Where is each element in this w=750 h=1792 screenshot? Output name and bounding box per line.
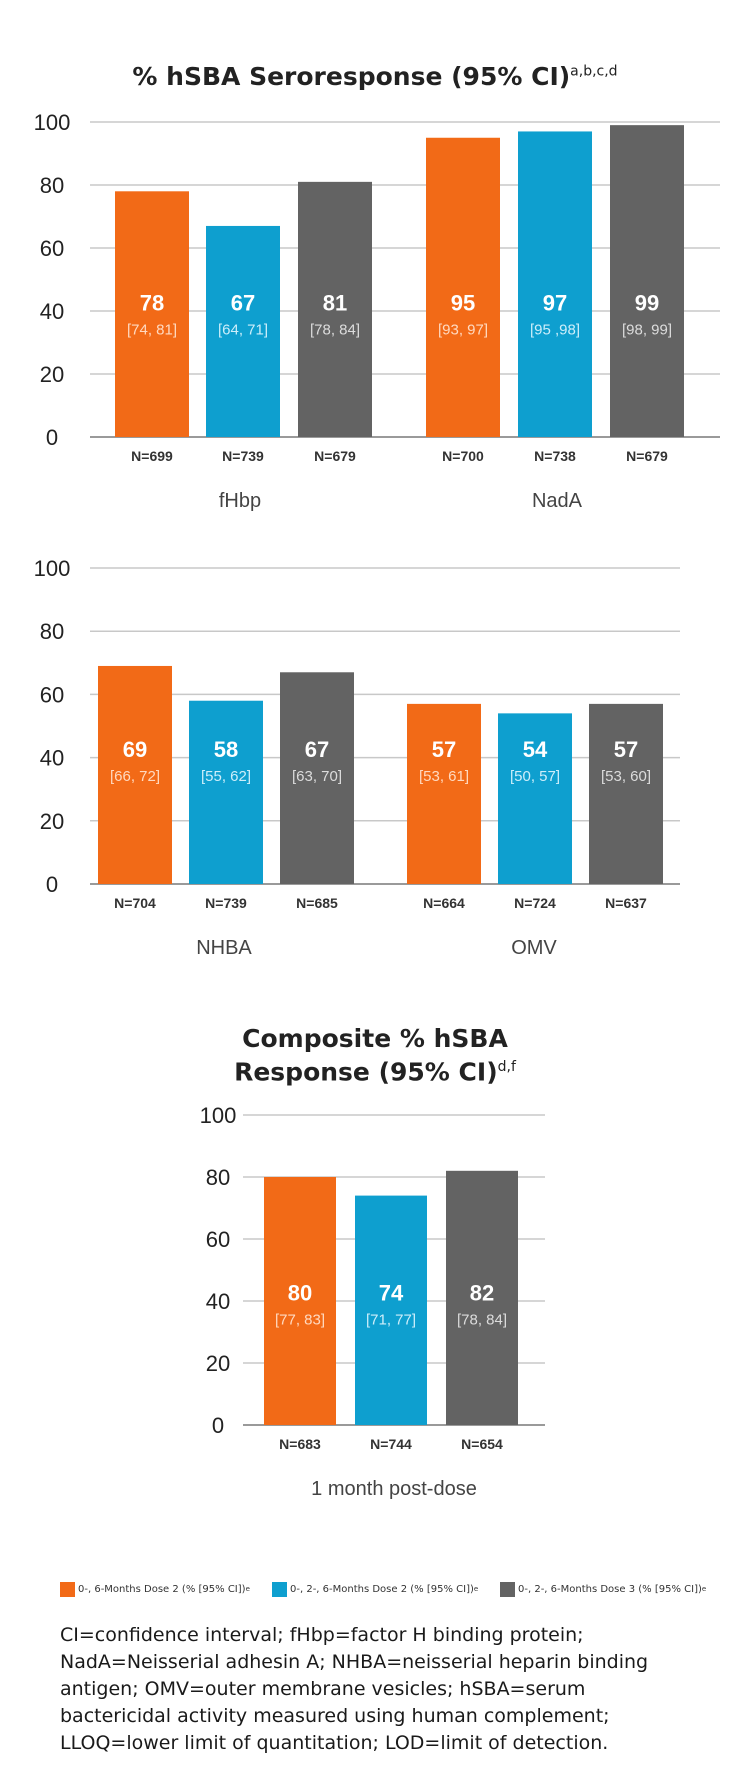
chart-3-title: Composite % hSBA Response (95% CI)d,f: [234, 1024, 516, 1087]
bar-value-label: 74: [379, 1280, 404, 1305]
bar-ci-label: [50, 57]: [510, 768, 560, 785]
category-label: fHbp: [219, 490, 261, 512]
bar-omv-1: [407, 703, 481, 884]
bar-ci-label: [77, 83]: [275, 1311, 325, 1328]
bar-1-month-post-dose-3: [446, 1170, 518, 1425]
y-tick-label: 80: [206, 1165, 230, 1190]
y-tick-label: 40: [40, 746, 64, 771]
category-label: 1 month post-dose: [311, 1478, 477, 1500]
bar-ci-label: [64, 71]: [218, 321, 268, 338]
bar-ci-label: [53, 61]: [419, 768, 469, 785]
bar-nada-1: [426, 137, 500, 437]
y-tick-label: 60: [206, 1227, 230, 1252]
bar-value-label: 78: [140, 290, 164, 315]
bar-fhbp-3: [298, 181, 372, 437]
bar-ci-label: [74, 81]: [127, 321, 177, 338]
y-tick-label: 60: [40, 682, 64, 707]
bar-n-label: N=739: [205, 895, 247, 911]
legend-item-series-2: 0-, 2-, 6-Months Dose 2 (% [95% CI]) e: [272, 1580, 478, 1598]
bar-n-label: N=704: [114, 895, 156, 911]
bar-1-month-post-dose-1: [264, 1177, 336, 1425]
y-tick-label: 0: [46, 425, 58, 450]
y-tick-label: 20: [40, 809, 64, 834]
bar-value-label: 82: [470, 1280, 494, 1305]
y-tick-label: 20: [40, 362, 64, 387]
bar-nhba-2: [189, 700, 263, 884]
bar-nada-2: [518, 131, 592, 437]
bar-n-label: N=637: [605, 895, 647, 911]
bar-ci-label: [93, 97]: [438, 321, 488, 338]
bar-value-label: 99: [635, 290, 659, 315]
bar-value-label: 54: [523, 737, 548, 762]
y-tick-label: 20: [206, 1351, 230, 1376]
y-tick-label: 80: [40, 173, 64, 198]
bar-n-label: N=699: [131, 448, 173, 464]
legend: 0-, 6-Months Dose 2 (% [95% CI]) e 0-, 2-…: [60, 1580, 750, 1600]
legend-swatch-blue: [272, 1581, 287, 1597]
bar-n-label: N=664: [423, 895, 465, 911]
bar-n-label: N=700: [442, 448, 484, 464]
bar-ci-label: [55, 62]: [201, 768, 251, 785]
bar-fhbp-1: [115, 191, 189, 437]
legend-item-series-1: 0-, 6-Months Dose 2 (% [95% CI]) e: [60, 1580, 250, 1598]
bar-value-label: 97: [543, 290, 567, 315]
chart-1-title: % hSBA Seroresponse (95% CI)a,b,c,d: [132, 62, 618, 91]
bar-n-label: N=679: [314, 448, 356, 464]
bar-ci-label: [63, 70]: [292, 768, 342, 785]
y-tick-label: 100: [34, 556, 71, 581]
bar-ci-label: [78, 84]: [457, 1311, 507, 1328]
bar-value-label: 81: [323, 290, 347, 315]
bar-value-label: 69: [123, 737, 147, 762]
bar-nhba-3: [280, 672, 354, 884]
bar-omv-3: [589, 703, 663, 884]
category-label: NadA: [532, 490, 583, 512]
bar-n-label: N=679: [626, 448, 668, 464]
bar-n-label: N=739: [222, 448, 264, 464]
legend-item-series-3: 0-, 2-, 6-Months Dose 3 (% [95% CI]) e: [500, 1580, 706, 1598]
y-tick-label: 0: [46, 872, 58, 897]
bar-value-label: 80: [288, 1280, 312, 1305]
bar-n-label: N=724: [514, 895, 556, 911]
category-label: OMV: [511, 937, 557, 959]
y-tick-label: 80: [40, 619, 64, 644]
bar-nhba-1: [98, 665, 172, 884]
bar-ci-label: [78, 84]: [310, 321, 360, 338]
bar-omv-2: [498, 713, 572, 884]
bar-value-label: 67: [305, 737, 329, 762]
bar-1-month-post-dose-2: [355, 1195, 427, 1425]
bar-n-label: N=744: [370, 1436, 412, 1452]
y-tick-label: 100: [200, 1103, 237, 1128]
bar-ci-label: [71, 77]: [366, 1311, 416, 1328]
legend-swatch-gray: [500, 1581, 515, 1597]
bar-value-label: 57: [614, 737, 638, 762]
bar-ci-label: [98, 99]: [622, 321, 672, 338]
category-label: NHBA: [196, 937, 252, 959]
y-tick-label: 0: [212, 1413, 224, 1438]
y-tick-label: 40: [40, 299, 64, 324]
bar-ci-label: [53, 60]: [601, 768, 651, 785]
bar-fhbp-2: [206, 225, 280, 437]
bar-ci-label: [66, 72]: [110, 768, 160, 785]
bar-value-label: 95: [451, 290, 475, 315]
bar-value-label: 67: [231, 290, 255, 315]
bar-n-label: N=683: [279, 1436, 321, 1452]
y-tick-label: 100: [34, 110, 71, 135]
bar-n-label: N=654: [461, 1436, 503, 1452]
bar-n-label: N=685: [296, 895, 338, 911]
bar-n-label: N=738: [534, 448, 576, 464]
bar-nada-3: [610, 125, 684, 438]
bar-value-label: 58: [214, 737, 238, 762]
legend-swatch-orange: [60, 1581, 75, 1597]
bar-ci-label: [95 ,98]: [530, 321, 580, 338]
y-tick-label: 60: [40, 236, 64, 261]
bar-value-label: 57: [432, 737, 456, 762]
footnote: CI=confidence interval; fHbp=factor H bi…: [60, 1624, 649, 1754]
y-tick-label: 40: [206, 1289, 230, 1314]
